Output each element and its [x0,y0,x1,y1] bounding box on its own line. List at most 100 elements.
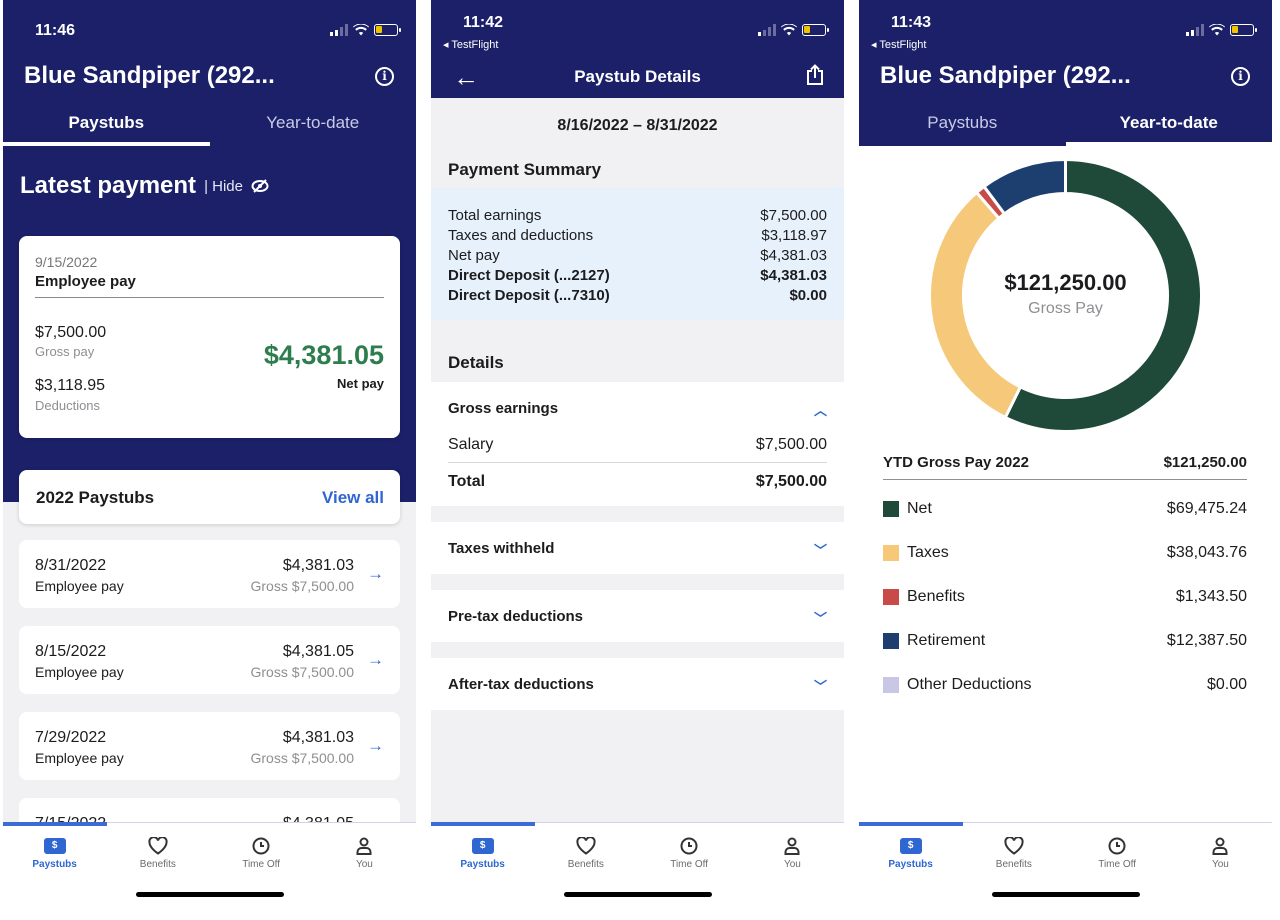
heart-icon [148,837,168,855]
tab-paystubs[interactable]: Paystubs [927,113,998,132]
view-all-link[interactable]: View all [321,488,384,507]
paystub-net: $4,381.03 [282,557,354,574]
salary-row: Salary $7,500.00 [448,436,827,463]
payment-date: 9/15/2022 [35,254,98,270]
donut-total-label: Gross Pay [1028,300,1103,317]
ytd-table-title: YTD Gross Pay 2022 [883,454,1029,471]
hide-toggle[interactable]: | Hide [204,177,243,195]
clock-icon [252,837,270,855]
legend-swatch [883,589,899,605]
after-tax-section[interactable]: After-tax deductions ﹀ [431,658,844,710]
ytd-table-header: YTD Gross Pay 2022 $121,250.00 [883,454,1247,480]
divider [35,297,384,298]
arrow-right-icon[interactable]: → [367,564,384,583]
paystub-date: 7/29/2022 [35,729,107,746]
nav-time-off[interactable]: Time Off [210,835,313,870]
paystub-date: 8/15/2022 [35,643,107,660]
nav-benefits[interactable]: Benefits [962,835,1065,870]
arrow-right-icon[interactable]: → [367,736,384,755]
nav-paystubs-label: Paystubs [32,859,77,870]
latest-payment-title: Latest payment [20,172,197,199]
summary-row: Taxes and deductions $3,118.97 [448,227,827,244]
nav-paystubs[interactable]: $ Paystubs [431,835,534,870]
paystub-row[interactable]: 8/15/2022 Employee pay $4,381.05 Gross $… [19,626,400,694]
eye-off-icon[interactable] [251,179,269,193]
page-title: Paystub Details [574,67,701,86]
status-icons [1186,24,1257,36]
info-icon[interactable]: i [1231,67,1250,86]
details-heading: Details [448,353,504,372]
gross-pay-value: $7,500.00 [35,324,107,341]
nav-benefits[interactable]: Benefits [106,835,209,870]
nav-time-off[interactable]: Time Off [638,835,741,870]
paystub-gross: Gross $7,500.00 [250,664,354,680]
gross-earnings-title[interactable]: Gross earnings [448,400,559,417]
employer-title: Blue Sandpiper (292... [880,62,1131,89]
details-header: 11:42 ◂ TestFlight ← Paystub Details [431,0,844,98]
paystub-date: 8/31/2022 [35,557,107,574]
nav-paystubs[interactable]: $ Paystubs [3,835,106,870]
nav-paystubs[interactable]: $ Paystubs [859,835,962,870]
battery-icon [802,24,829,36]
chevron-down-icon[interactable]: ﹀ [813,679,827,694]
battery-icon [1230,24,1257,36]
chevron-down-icon[interactable]: ﹀ [813,611,827,626]
donut-center: $121,250.00 Gross Pay [928,270,1203,318]
nav-benefits-label: Benefits [139,859,176,870]
year-to-date-screen: 11:43 ◂ TestFlight Blue Sandpiper (292..… [859,0,1272,905]
signal-icon [758,24,776,36]
paystub-type: Employee pay [35,664,124,680]
status-bar: 11:46 [3,0,416,62]
person-icon [356,837,372,855]
gross-pay-label: Gross pay [35,344,95,359]
tab-paystubs[interactable]: Paystubs [3,104,210,146]
nav-time-off-label: Time Off [670,859,709,870]
wifi-icon [781,24,797,36]
legend-row-other: Other Deductions $0.00 [883,676,1247,694]
paystub-gross: Gross $7,500.00 [250,750,354,766]
nav-you[interactable]: You [313,835,416,870]
net-pay-label: Net pay [337,376,384,391]
taxes-withheld-section[interactable]: Taxes withheld ﹀ [431,522,844,574]
paystub-type: Employee pay [35,750,124,766]
chevron-down-icon[interactable]: ﹀ [813,543,827,558]
legend-row-benefits: Benefits $1,343.50 [883,588,1247,606]
testflight-back[interactable]: ◂ TestFlight [443,39,499,51]
bottom-nav: $ Paystubs Benefits Time Off You [431,822,844,905]
summary-row: Net pay $4,381.03 [448,247,827,264]
nav-you-label: You [1211,859,1229,870]
back-arrow-icon[interactable]: ← [453,62,479,92]
paystub-row[interactable]: 7/29/2022 Employee pay $4,381.03 Gross $… [19,712,400,780]
latest-payment-card[interactable]: 9/15/2022 Employee pay $7,500.00 Gross p… [19,236,400,438]
summary-row: Direct Deposit (...2127) $4,381.03 [448,267,827,284]
nav-benefits[interactable]: Benefits [534,835,637,870]
signal-icon [1186,24,1204,36]
paystubs-header-card: 2022 Paystubs View all [19,470,400,524]
nav-time-off[interactable]: Time Off [1066,835,1169,870]
tab-bar: Paystubs Year-to-date [859,104,1272,146]
header-band: 11:43 ◂ TestFlight Blue Sandpiper (292..… [859,0,1272,146]
nav-progress-indicator [859,822,963,826]
paystub-row[interactable]: 8/31/2022 Employee pay $4,381.03 Gross $… [19,540,400,608]
paystubs-screen: 11:46 Blue Sandpiper (292... i Paystubs … [3,0,416,905]
nav-progress-indicator [431,822,535,826]
share-icon[interactable] [806,64,824,86]
info-icon[interactable]: i [375,67,394,86]
tab-year-to-date[interactable]: Year-to-date [1065,104,1273,146]
dollar-icon: $ [43,838,66,854]
tab-year-to-date[interactable]: Year-to-date [266,113,360,132]
donut-slice-retirement [981,157,1067,216]
after-tax-title: After-tax deductions [448,676,594,693]
employer-title: Blue Sandpiper (292... [24,62,275,89]
clock-icon [1108,837,1126,855]
nav-you[interactable]: You [1169,835,1272,870]
summary-row: Direct Deposit (...7310) $0.00 [448,287,827,304]
arrow-right-icon[interactable]: → [367,650,384,669]
tab-bar: Paystubs Year-to-date [3,104,416,146]
pre-tax-section[interactable]: Pre-tax deductions ﹀ [431,590,844,642]
nav-you[interactable]: You [741,835,844,870]
chevron-up-icon[interactable]: ︿ [813,403,827,418]
home-indicator [991,892,1140,897]
gross-earnings-section: Gross earnings ︿ Salary $7,500.00 Total $7… [431,382,844,506]
testflight-back[interactable]: ◂ TestFlight [871,39,927,51]
